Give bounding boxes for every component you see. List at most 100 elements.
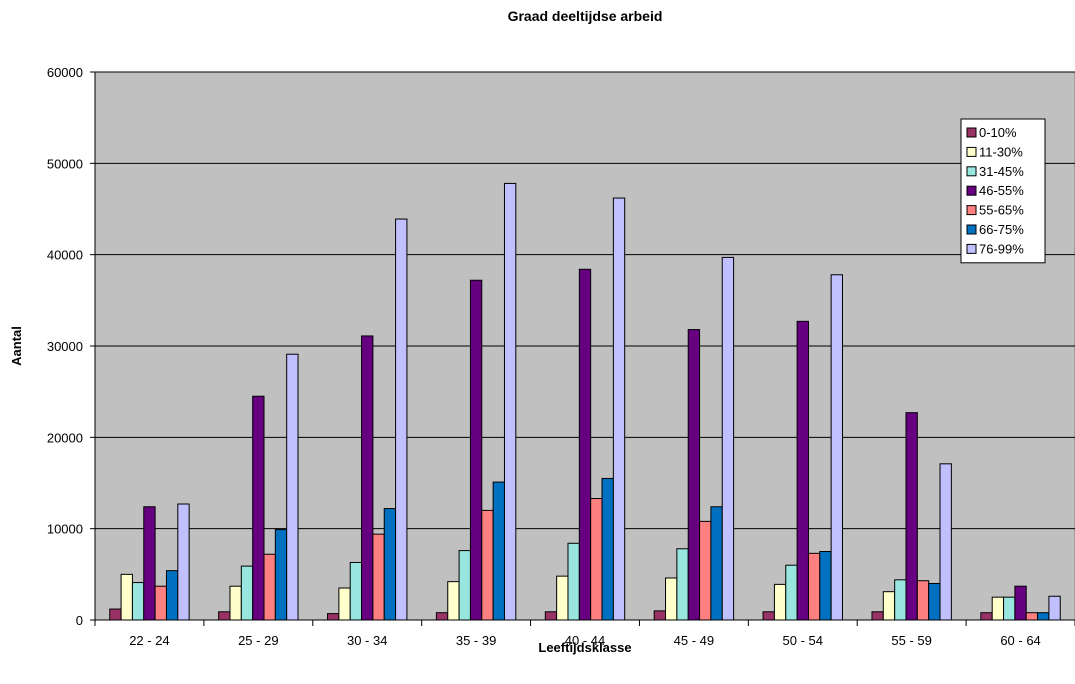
- chart-title: Graad deeltijdse arbeid: [508, 8, 663, 24]
- bar: [372, 533, 385, 621]
- bar: [928, 582, 941, 621]
- bar: [807, 552, 821, 621]
- legend-swatch: [966, 205, 977, 216]
- bar: [240, 565, 254, 621]
- bar: [1037, 612, 1050, 621]
- bar: [338, 587, 351, 621]
- bar: [699, 520, 712, 621]
- y-axis-title: Aantal: [9, 326, 24, 366]
- bar: [796, 320, 809, 621]
- bar: [218, 611, 231, 621]
- bar: [252, 395, 265, 621]
- bar: [395, 218, 408, 621]
- y-tick-label: 0: [76, 613, 83, 628]
- x-tick-label: 30 - 34: [347, 633, 387, 648]
- x-axis-title: Leeftijdsklasse: [538, 640, 631, 655]
- bar: [544, 611, 558, 621]
- bar: [676, 548, 689, 621]
- x-tick-label: 55 - 59: [891, 633, 931, 648]
- bar: [721, 256, 735, 621]
- y-tick-label: 10000: [47, 522, 83, 537]
- bar: [980, 612, 993, 621]
- x-tick-label: 60 - 64: [1000, 633, 1040, 648]
- legend-swatch: [966, 224, 977, 235]
- legend-label: 66-75%: [979, 222, 1024, 237]
- legend-swatch: [966, 185, 977, 196]
- bar: [349, 561, 363, 621]
- bar: [1048, 595, 1061, 621]
- bar: [131, 582, 145, 621]
- y-tick-label: 60000: [47, 65, 83, 80]
- bar: [601, 477, 614, 621]
- y-tick-label: 30000: [47, 339, 83, 354]
- bar: [286, 353, 299, 621]
- legend: 0-10% 11-30% 31-45% 46-55% 55-65% 66-75% 76-99…: [960, 118, 1046, 264]
- legend-label: 55-65%: [979, 203, 1024, 218]
- bar: [653, 610, 667, 621]
- bar: [458, 550, 471, 621]
- bar: [177, 503, 190, 621]
- legend-swatch: [966, 243, 977, 254]
- x-tick-label: 40 - 44: [565, 633, 605, 648]
- bar: [665, 577, 678, 621]
- bar: [612, 197, 626, 621]
- x-tick-label: 50 - 54: [783, 633, 823, 648]
- bar: [882, 591, 896, 621]
- legend-label: 31-45%: [979, 164, 1024, 179]
- bar: [1014, 585, 1027, 621]
- bar: [991, 596, 1005, 621]
- bar: [1025, 612, 1039, 621]
- bar: [274, 529, 288, 621]
- bar: [710, 506, 723, 621]
- bar: [1003, 596, 1016, 621]
- bar: [109, 608, 122, 621]
- legend-label: 46-55%: [979, 183, 1024, 198]
- bar: [503, 182, 517, 621]
- bar: [327, 613, 340, 621]
- legend-label: 0-10%: [979, 125, 1017, 140]
- bar: [361, 335, 374, 621]
- axes: 0 10000 20000 30000 40000 50000 60000 22 - 24 25…: [47, 65, 1075, 648]
- x-tick-label: 25 - 29: [238, 633, 278, 648]
- bar: [165, 570, 179, 621]
- y-tick-label: 20000: [47, 430, 83, 445]
- bar: [773, 583, 787, 621]
- bar: [154, 585, 167, 621]
- bar: [447, 581, 460, 621]
- bar: [830, 274, 843, 621]
- bar: [785, 564, 798, 621]
- bar: [143, 506, 156, 621]
- bar: [556, 575, 569, 621]
- bar: [819, 551, 832, 621]
- bars: [109, 182, 1061, 621]
- y-tick-label: 40000: [47, 248, 83, 263]
- legend-swatch: [966, 146, 977, 157]
- bar: [939, 463, 952, 621]
- bar: [916, 580, 930, 621]
- bar: [578, 268, 592, 621]
- x-tick-label: 35 - 39: [456, 633, 496, 648]
- bar: [687, 329, 701, 621]
- bar: [590, 498, 603, 621]
- legend-swatch: [966, 127, 977, 138]
- bar: [263, 553, 276, 621]
- bar: [435, 612, 449, 621]
- bar: [229, 585, 242, 621]
- y-tick-label: 50000: [47, 156, 83, 171]
- bar: [762, 611, 775, 621]
- legend-label: 11-30%: [979, 144, 1023, 159]
- legend-label: 76-99%: [979, 241, 1024, 256]
- bar: [469, 279, 483, 621]
- bar: [894, 579, 907, 621]
- bar: [567, 542, 580, 621]
- bar: [120, 573, 133, 621]
- x-tick-label: 45 - 49: [674, 633, 714, 648]
- legend-swatch: [966, 166, 977, 177]
- bar: [905, 412, 918, 621]
- bar: [492, 481, 505, 621]
- x-tick-label: 22 - 24: [129, 633, 169, 648]
- bar: [481, 509, 494, 621]
- bar: [383, 508, 397, 621]
